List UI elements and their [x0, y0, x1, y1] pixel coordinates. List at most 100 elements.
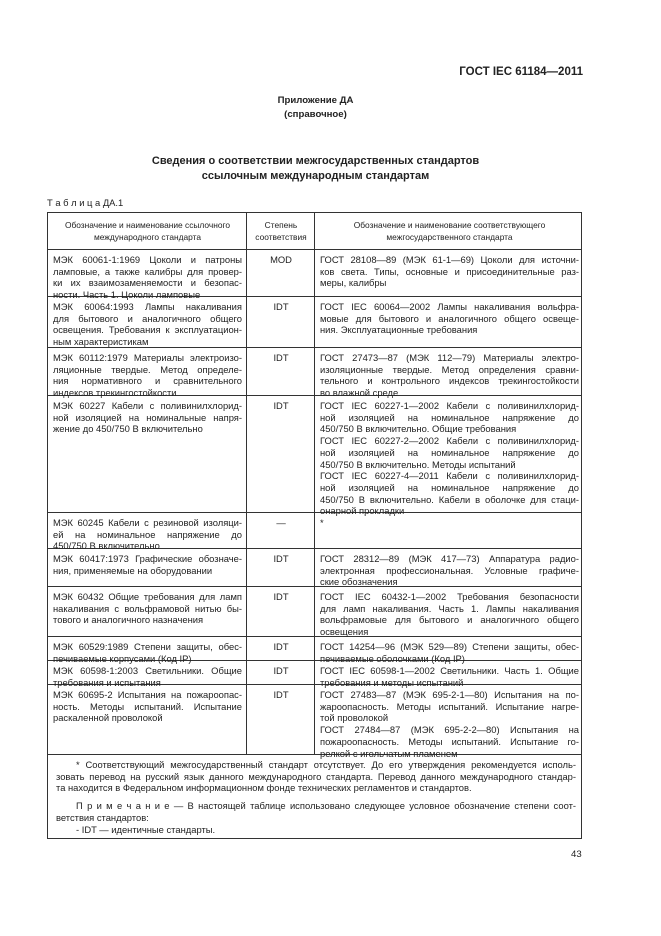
cell-line: электронная профессиональная. Условные г… [320, 564, 579, 576]
cell-line: мовые для бытового и аналогичного общего… [320, 312, 579, 324]
cell-line: меры, калибры [320, 277, 387, 289]
cell-line: IDT [273, 641, 289, 652]
cell-line: * [320, 517, 324, 528]
cell-line: 450/750 В включительно. Кабели в оболочк… [320, 493, 579, 505]
table-cell: ГОСТ 28108—89 (МЭК 61-1—69) Цоколи для и… [314, 250, 583, 296]
table-cell: Степень соответствия [246, 213, 314, 249]
cell-line: 450/750 В включительно. Общие требования [320, 423, 517, 435]
cell-line: пожароопасность. Методы испытаний. Испыт… [320, 735, 579, 747]
table-cell: ГОСТ 27473—87 (МЭК 112—79) Материалы эле… [314, 348, 583, 398]
cell-line: 450/750 В включительно. Методы испытаний [320, 458, 516, 470]
cell-line: 450/750 В включительно [53, 540, 160, 552]
cell-line: ной изоляцией на номинальные напря- [53, 411, 242, 423]
table-cell: ГОСТ IEC 60432-1—2002 Требования безопас… [314, 587, 583, 638]
page-number: 43 [571, 849, 582, 860]
cell-line: МЭК 60245 Кабели с резиновой изоляци- [53, 517, 242, 528]
footnote-line: зовать перевод на русский язык данного м… [56, 770, 576, 782]
cell-line: для ламп накаливания. Часть 1. Лампы нак… [320, 602, 579, 614]
cell-line: освещения [320, 626, 369, 638]
cell-line: IDT [273, 591, 289, 602]
cell-line: освещения. Требования к эксплуатацион- [53, 324, 242, 336]
cell-line: IDT [273, 665, 289, 676]
table-cell: Обозначение и наименование ссылочного меж… [48, 213, 246, 249]
cell-line: межгосударственного стандарта [386, 232, 513, 242]
cell-line: вольфрамовые для бытового и аналогичного… [320, 614, 579, 626]
cell-line: международного стандарта [93, 232, 202, 242]
table-cell: МЭК 60061-1:1969 Цоколи и патроны ламповы… [48, 250, 246, 300]
cell-line: соответствия [255, 232, 307, 242]
note-line: П р и м е ч а н и е — В настоящей таблиц… [76, 800, 576, 812]
cell-line: раскаленной проволокой [53, 712, 163, 724]
cell-line: ния, применяемые на оборудовании [53, 564, 213, 576]
table-row: МЭК 60598-1:2003 Светильники. Общие требо… [48, 661, 583, 688]
cell-line: требования и испытания [53, 676, 161, 688]
table-label: Т а б л и ц а ДА.1 [47, 197, 124, 208]
table-cell: МЭК 60245 Кабели с резиновой изоляци-ей … [48, 513, 246, 551]
cell-line: тельного и контрольного индексов трекинг… [320, 375, 579, 387]
table-row: МЭК 60061-1:1969 Цоколи и патроны ламповы… [48, 250, 583, 300]
table-cell: Обозначение и наименование соответствующ… [314, 213, 583, 249]
cell-line: МЭК 60529:1989 Степени защиты, обес- [53, 641, 242, 652]
cell-line: МЭК 60227 Кабели с поливинилхлорид- [53, 400, 242, 411]
cell-line: тового и аналогичного назначения [53, 614, 204, 626]
cell-line: изоляционные твердые. Метод определения … [320, 363, 579, 375]
table-cell: МЭК 60417:1973 Графические обозначе-ния,… [48, 549, 246, 586]
table-cell: ГОСТ IEC 60064—2002 Лампы накаливания во… [314, 297, 583, 347]
cell-line: IDT [273, 301, 289, 312]
cell-line: МЭК 60598-1:2003 Светильники. Общие [53, 665, 242, 676]
standard-number: ГОСТ IEC 61184—2011 [459, 66, 583, 78]
table-cell: МЭК 60227 Кабели с поливинилхлорид-ной и… [48, 396, 246, 512]
cell-line: ния. Эксплуатационные требования [320, 324, 478, 336]
table-cell: IDT [246, 661, 314, 684]
table: Обозначение и наименование ссылочного меж… [47, 212, 582, 839]
table-row: МЭК 60432 Общие требования для ламп накал… [48, 587, 581, 637]
table-cell: МЭК 60695-2 Испытания на пожароопас-ност… [48, 685, 246, 754]
title-line: Сведения о соответствии межгосударственн… [151, 155, 480, 167]
cell-line: жароопасность. Методы испытаний. Испытан… [320, 700, 579, 712]
table-cell: IDT [246, 685, 314, 754]
cell-line: ков света. Типы, основные и присоедините… [320, 265, 579, 277]
cell-line: ности. Часть 1. Цоколи ламповые [53, 289, 201, 301]
table-cell: ГОСТ IEC 60598-1—2002 Светильники. Часть… [314, 661, 583, 688]
cell-line: IDT [273, 553, 289, 564]
cell-line: ГОСТ IEC 60227-1—2002 Кабели с поливинил… [320, 400, 579, 411]
cell-line: печиваемые оболочками (Код IP) [320, 652, 465, 664]
cell-line: печиваемые корпусами (Код IP) [53, 652, 192, 664]
table-cell: IDT [246, 549, 314, 586]
table-cell: МЭК 60529:1989 Степени защиты, обес-печи… [48, 637, 246, 664]
table-cell: МЭК 60598-1:2003 Светильники. Общие требо… [48, 661, 246, 688]
cell-line: ГОСТ IEC 60432-1—2002 Требования безопас… [320, 591, 579, 602]
table-cell: ГОСТ 14254—96 (МЭК 529—89) Степени защит… [314, 637, 583, 664]
cell-line: IDT [273, 352, 289, 363]
cell-line: Обозначение и наименование соответствующ… [353, 220, 546, 230]
cell-line: Степень [264, 220, 298, 230]
table-cell: МЭК 60112:1979 Материалы электроизо-ляци… [48, 348, 246, 398]
cell-line: ной изоляцией на номинальное напряжение … [320, 446, 579, 458]
cell-line: жение до 450/750 В включительно [53, 423, 203, 435]
cell-line: МЭК 60417:1973 Графические обозначе- [53, 553, 242, 564]
note-line: - IDT — идентичные стандарты. [76, 823, 216, 835]
cell-line: ки их взаимозаменяемости и безопас- [53, 277, 242, 289]
table-row: МЭК 60227 Кабели с поливинилхлорид-ной и… [48, 396, 581, 516]
table-row: МЭК 60245 Кабели с резиновой изоляци-ей … [48, 513, 583, 551]
table-row: МЭК 60417:1973 Графические обозначе-ния,… [48, 549, 581, 587]
cell-line: ей на номинальное напряжение до [53, 528, 242, 540]
table-cell: IDT [246, 348, 314, 395]
cell-line: онарной прокладки [320, 505, 405, 517]
table-cell: * [314, 513, 583, 548]
cell-line: МЭК 60064:1993 Лампы накаливания [53, 301, 242, 312]
table-cell: MOD [246, 250, 314, 296]
table-cell: IDT [246, 297, 314, 347]
cell-line: ГОСТ IEC 60227-2—2002 Кабели с поливинил… [320, 435, 579, 447]
table-row: Обозначение и наименование ссылочного меж… [48, 213, 581, 250]
cell-line: ГОСТ 27483—87 (МЭК 695-2-1—80) Испытания… [320, 689, 579, 700]
cell-line: ность. Методы испытаний. Испытание [53, 700, 242, 712]
footnote-line: та находится в Федеральном информационно… [56, 782, 472, 794]
cell-line: ным характеристикам [53, 336, 149, 348]
cell-line: той проволокой [320, 712, 389, 724]
cell-line: МЭК 60695-2 Испытания на пожароопас- [53, 689, 242, 700]
cell-line: IDT [273, 400, 289, 411]
cell-line: ГОСТ IEC 60598-1—2002 Светильники. Часть… [320, 665, 579, 676]
cell-line: релкой с игольчатым пламенем [320, 747, 458, 759]
